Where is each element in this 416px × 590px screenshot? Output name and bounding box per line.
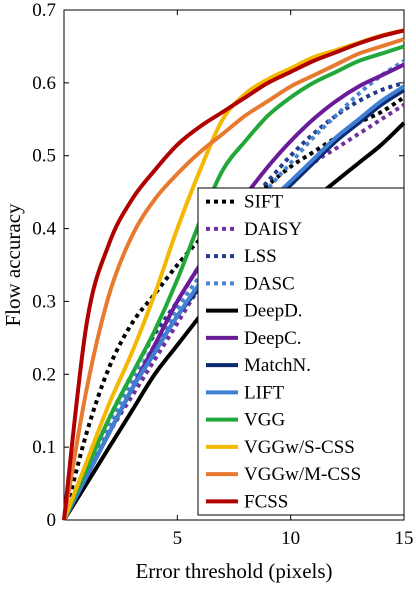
- axes-layer: 0 0.1 0.2 0.3 0.4 0.5 0.6 0.7 5 10 15: [32, 0, 413, 549]
- legend-label: LIFT: [244, 382, 285, 403]
- x-axis-label: Error threshold (pixels): [135, 559, 332, 583]
- y-tick-label: 0: [47, 510, 57, 531]
- legend-label: SIFT: [244, 192, 283, 213]
- y-tick-label: 0.2: [32, 364, 56, 385]
- legend-label: VGGw/S-CSS: [244, 437, 355, 458]
- legend-label: FCSS: [244, 491, 288, 512]
- y-tick-label: 0.7: [32, 0, 56, 21]
- y-axis-label: Flow accuracy: [1, 203, 25, 327]
- x-tick-label: 15: [395, 528, 414, 549]
- legend-label: VGG: [244, 410, 285, 431]
- legend-label: MatchN.: [244, 355, 311, 376]
- x-tick-label: 10: [281, 528, 300, 549]
- legend-label: DASC: [244, 273, 295, 294]
- series-line-11: [62, 28, 405, 521]
- legend-label: LSS: [244, 246, 277, 267]
- legend-label: VGGw/M-CSS: [244, 464, 361, 485]
- legend-box: [197, 187, 405, 516]
- series-line-8: [62, 44, 405, 521]
- y-tick-label: 0.4: [32, 219, 56, 240]
- legend-label: DAISY: [244, 219, 302, 240]
- series-line-3: [62, 59, 406, 521]
- y-tick-label: 0.6: [32, 73, 56, 94]
- series-line-10: [62, 37, 405, 521]
- y-tick-label: 0.3: [32, 291, 56, 312]
- legend-label: DeepD.: [244, 301, 303, 322]
- legend-label: DeepC.: [244, 328, 302, 349]
- legend-layer: SIFT DAISY LSS DASC DeepD. DeepC. MatchN. LIFT V…: [197, 187, 405, 516]
- y-tick-label: 0.1: [32, 437, 56, 458]
- y-tick-label: 0.5: [32, 146, 56, 167]
- x-tick-label: 5: [173, 528, 183, 549]
